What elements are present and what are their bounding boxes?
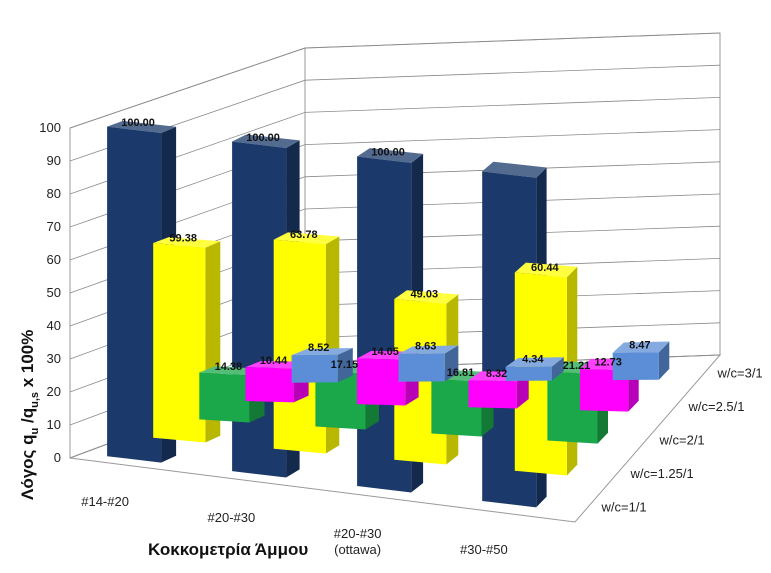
y-tick-label: 50 — [47, 285, 61, 300]
data-label: 14.38 — [215, 361, 243, 373]
series-label: w/c=3/1 — [717, 366, 763, 381]
bar-top — [357, 148, 424, 163]
y-tick-label: 30 — [47, 351, 61, 366]
bar-top — [232, 134, 300, 148]
bar-front — [505, 366, 552, 381]
bar-top — [291, 348, 353, 356]
data-label: 8.32 — [486, 368, 507, 380]
bar-top — [482, 161, 547, 178]
data-label: 8.47 — [629, 340, 650, 352]
y-tick-label: 60 — [47, 252, 61, 267]
data-label: 100.00 — [371, 147, 405, 159]
data-label: 12.73 — [594, 357, 622, 369]
bar-front — [107, 126, 162, 463]
y-tick-label: 10 — [47, 417, 61, 432]
bar — [505, 357, 564, 381]
data-label: 10.44 — [260, 355, 288, 367]
y-tick-label: 20 — [47, 384, 61, 399]
bar-top — [153, 237, 221, 248]
bar-front — [612, 352, 659, 381]
data-label: 8.63 — [415, 341, 436, 353]
data-label: 4.34 — [522, 354, 544, 366]
bar-top — [612, 341, 670, 353]
data-label: 8.52 — [308, 342, 329, 354]
data-label: 14.05 — [371, 346, 399, 358]
bar-side — [516, 372, 529, 409]
bar — [291, 348, 353, 383]
bar-top — [394, 290, 459, 304]
data-label: 16.81 — [447, 367, 475, 379]
data-label: 63.78 — [290, 229, 318, 241]
bar — [612, 341, 670, 381]
bar-side — [658, 341, 670, 380]
bar-front — [245, 367, 294, 403]
bar-side — [337, 348, 353, 383]
bar-front — [398, 353, 445, 382]
y-axis-title: Λόγος qu /qu,s x 100% — [18, 330, 41, 500]
y-axis-ticks: 0 10 20 30 40 50 60 70 80 90 100 — [39, 120, 61, 465]
data-label: 17.15 — [331, 359, 359, 371]
bar-front — [153, 243, 206, 443]
category-label: (ottawa) — [334, 542, 381, 557]
bar — [398, 345, 459, 382]
category-label: #30-#50 — [460, 542, 508, 557]
data-label: 59.38 — [169, 232, 197, 244]
bar-top — [107, 120, 177, 133]
series-label: w/c=1.25/1 — [630, 466, 694, 481]
data-label: 100.00 — [246, 132, 280, 144]
category-label: #20-#30 — [334, 526, 382, 541]
bar-top — [273, 232, 340, 245]
y-tick-label: 90 — [47, 153, 61, 168]
gridline — [69, 32, 721, 129]
bar-front — [468, 380, 517, 409]
bar-side — [551, 357, 564, 381]
data-label: 49.03 — [411, 288, 439, 300]
bar-top — [514, 262, 578, 278]
x-axis-title: Κοκκομετρία Άμμου — [148, 540, 308, 559]
data-label: 21.21 — [563, 360, 591, 372]
bar — [468, 371, 529, 409]
series-label: w/c=2/1 — [659, 433, 705, 448]
bar-top — [505, 357, 564, 367]
data-label: 60.44 — [531, 262, 559, 274]
series-label: w/c=2.5/1 — [688, 399, 745, 414]
data-labels: 100.00 100.00 100.00 59.38 63.78 49.03 60.44 14… — [121, 117, 650, 380]
bar-front — [357, 358, 406, 406]
category-axis: #14-#20#20-#30#20-#30(ottawa) #30-#50 — [81, 494, 508, 557]
category-label: #20-#30 — [208, 510, 256, 525]
series-axis: w/c=1/1 w/c=1.25/1 w/c=2/1 w/c=2.5/1 w/c=3/1 — [601, 366, 763, 515]
series-label: w/c=1/1 — [601, 499, 647, 514]
y-tick-label: 40 — [47, 318, 61, 333]
category-label: #14-#20 — [81, 494, 129, 509]
y-tick-label: 100 — [39, 120, 61, 135]
bar-front — [291, 354, 338, 383]
bar-front — [199, 372, 250, 423]
y-tick-label: 80 — [47, 186, 61, 201]
bar-front — [315, 370, 366, 430]
data-label: 100.00 — [121, 117, 155, 129]
bars — [107, 120, 670, 508]
y-tick-label: 70 — [47, 219, 61, 234]
bar-top — [398, 345, 459, 354]
y-tick-label: 0 — [54, 450, 61, 465]
bar-side — [444, 345, 459, 382]
